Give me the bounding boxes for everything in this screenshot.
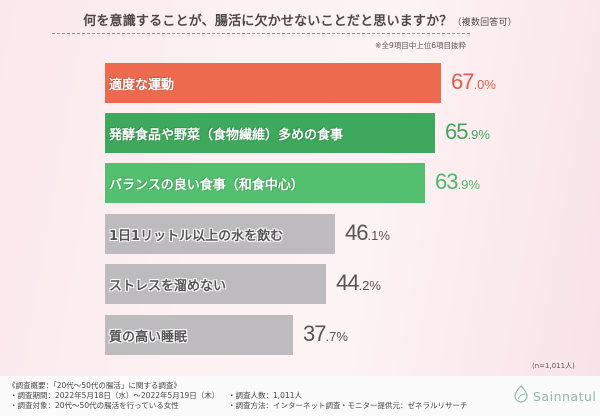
bar-label: 質の高い睡眠 [109,329,188,345]
bar-value: 63.9% [435,169,480,195]
survey-provider: ・モニター提供元：ゼネラルリサーチ [340,401,468,410]
value-decimal: .1% [367,228,390,243]
survey-summary: 《調査概要：「20代～50代の腸活」に関する調査》 [8,381,181,390]
bar-label: ストレスを溜めない [109,278,227,294]
value-integer: 46 [345,220,369,245]
bar-value: 67.0% [451,69,496,95]
brand-logo: Sainnatul [513,385,596,407]
sample-size-note: (n=1,011人) [532,362,575,370]
bar: 適度な運動 [105,63,441,103]
bar-label: 適度な運動 [109,77,175,93]
survey-period: ・調査期間：2022年5月18日（水）～2022年5月19日（木） [10,391,220,400]
bar-value: 44.2% [336,270,381,296]
value-decimal: .9% [467,127,490,142]
value-integer: 44 [336,270,360,295]
survey-count: ・調査人数：1,011人 [228,391,302,400]
chart-title: 何を意識することが、腸活に欠かせないことだと思いますか？（複数回答可） [0,10,600,29]
bar: 質の高い睡眠 [105,315,293,355]
value-integer: 63 [435,169,459,194]
value-decimal: .9% [457,177,480,192]
survey-method: ・調査方法：インターネット調査 [228,401,341,410]
bar: バランスの良い食事（和食中心） [105,163,425,203]
bar: 発酵食品や野菜（食物繊維）多めの食事 [105,113,435,153]
title-divider [52,33,470,34]
bar: 1日1リットル以上の水を飲む [105,214,335,254]
survey-footer: 《調査概要：「20代～50代の腸活」に関する調査》 ・調査期間：2022年5月1… [0,376,600,416]
survey-target: ・調査対象：20代～50代の腸活を行っている女性 [10,401,179,410]
bar-label: 1日1リットル以上の水を飲む [109,228,284,244]
bar-value: 46.1% [345,220,390,246]
logo-text: Sainnatul [533,388,597,404]
value-decimal: .2% [358,278,381,293]
bar-value: 37.7% [303,321,348,347]
bar-label: バランスの良い食事（和食中心） [109,177,304,193]
bar-label: 発酵食品や野菜（食物繊維）多めの食事 [109,127,344,143]
value-integer: 65 [445,119,469,144]
title-suffix: （複数回答可） [452,18,517,28]
value-integer: 37 [303,321,327,346]
value-decimal: .7% [325,329,348,344]
value-decimal: .0% [473,77,496,92]
bar: ストレスを溜めない [105,264,326,304]
value-integer: 67 [451,69,475,94]
leaf-drop-icon [513,385,529,407]
excerpt-note: ※全9項目中上位6項目抜粋 [375,41,466,50]
bar-value: 65.9% [445,119,490,145]
title-main: 何を意識することが、腸活に欠かせないことだと思いますか？ [83,14,453,29]
